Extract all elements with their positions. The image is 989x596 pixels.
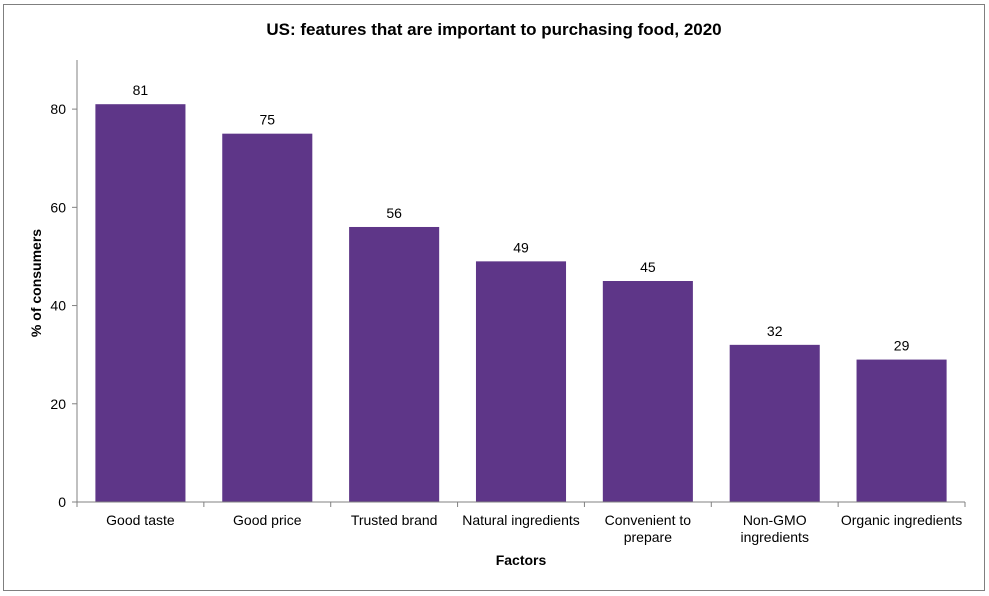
x-tick-label: Non-GMO ingredients (740, 512, 809, 545)
x-tick-label: Convenient to prepare (605, 512, 692, 545)
data-label: 49 (513, 239, 529, 255)
x-tick-label: Natural ingredients (462, 512, 580, 528)
bar (222, 133, 313, 502)
x-tick-label: Trusted brand (351, 512, 438, 528)
bars-group: 81 75 56 49 45 32 29 (95, 82, 947, 502)
bar (95, 104, 186, 502)
y-tick-label: 80 (50, 101, 66, 117)
x-tick-label: Good taste (106, 512, 175, 528)
bar (856, 359, 947, 502)
data-label: 32 (767, 323, 783, 339)
y-tick-label: 20 (50, 396, 66, 412)
x-axis-title: Factors (496, 552, 547, 568)
axes-group: 0 20 40 60 80 Good taste Good price Trusted bra… (50, 60, 966, 545)
bar (602, 281, 693, 502)
data-label: 81 (133, 82, 149, 98)
data-label: 45 (640, 259, 656, 275)
y-tick-label: 40 (50, 298, 66, 314)
x-tick-label: Organic ingredients (841, 512, 962, 528)
bar (349, 226, 440, 502)
x-tick-label: Good price (233, 512, 302, 528)
bar (729, 344, 820, 502)
bar (475, 261, 567, 502)
data-label: 29 (894, 338, 910, 354)
y-tick-label: 60 (50, 199, 66, 215)
chart-title: US: features that are important to purch… (266, 20, 721, 39)
y-axis-title: % of consumers (28, 229, 44, 337)
data-label: 75 (259, 112, 275, 128)
data-label: 56 (386, 205, 402, 221)
y-tick-label: 0 (58, 494, 66, 510)
